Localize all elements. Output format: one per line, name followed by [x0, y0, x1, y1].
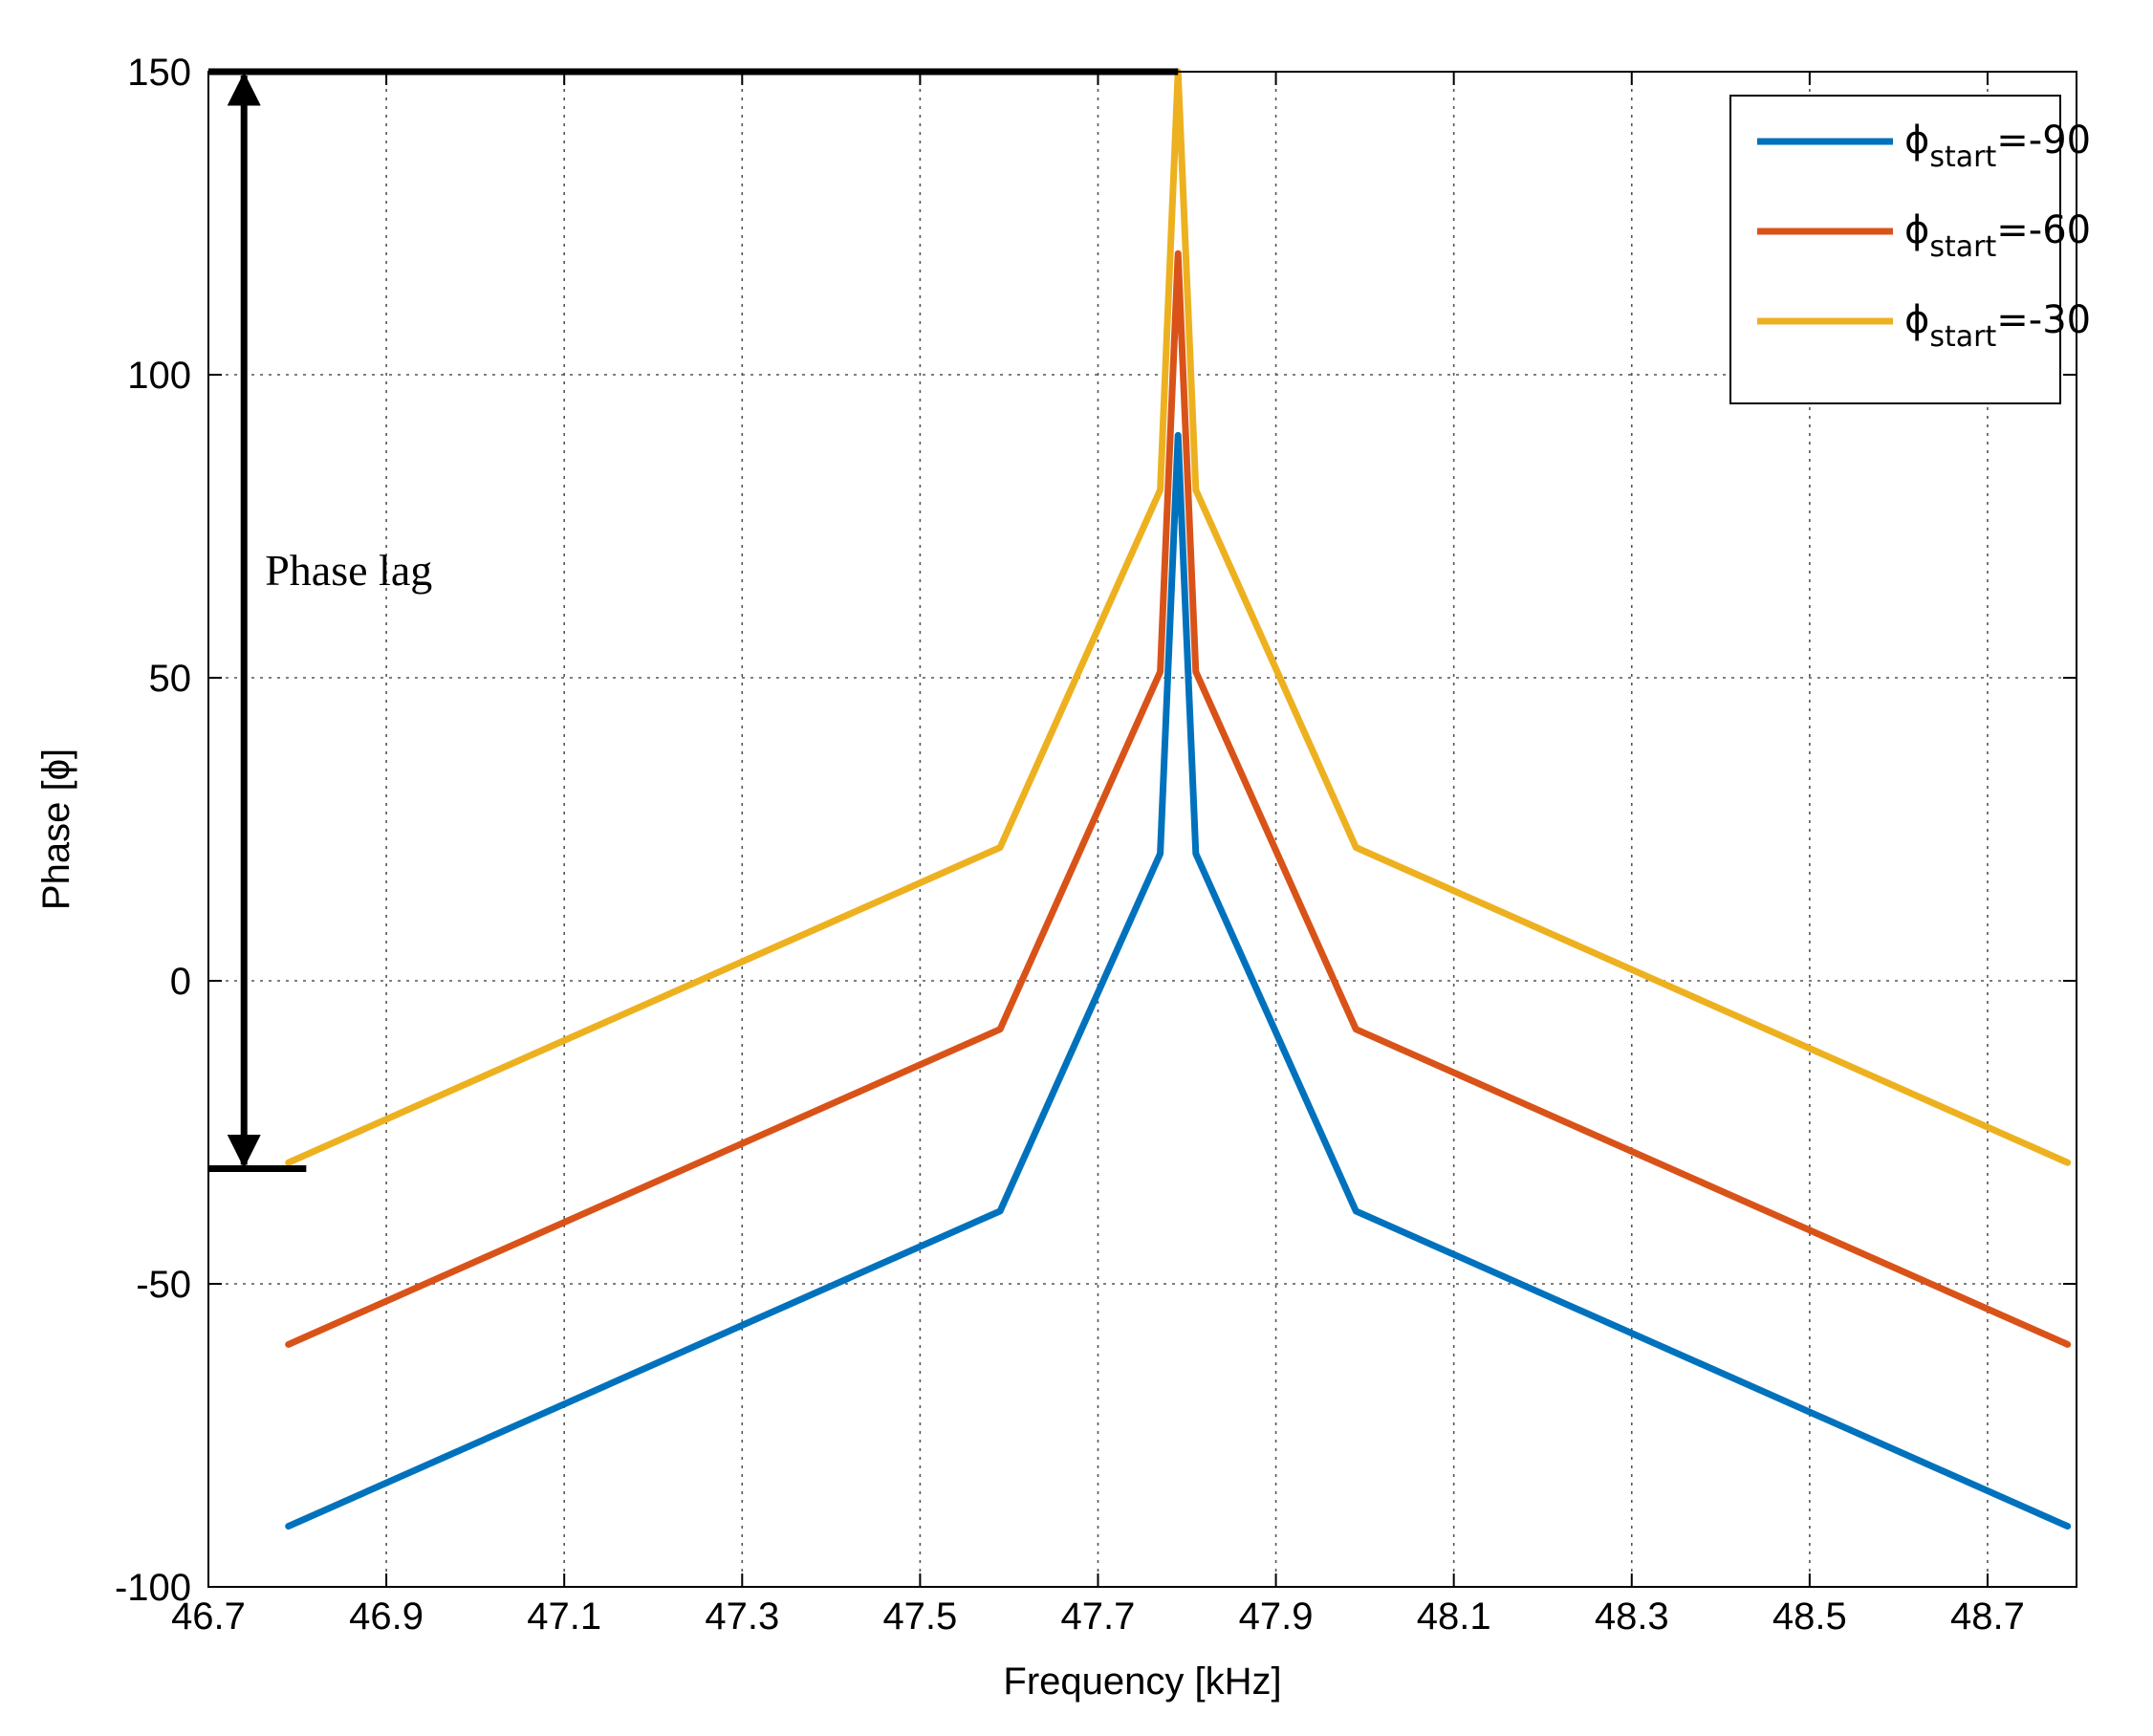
phase-lag-label: Phase lag [265, 546, 432, 595]
x-tick-label: 46.9 [349, 1595, 424, 1638]
x-tick-label: 48.7 [1950, 1595, 2025, 1638]
series-line-2 [285, 250, 2072, 1348]
axis-ticks: 46.7 46.9 47.1 47.3 47.5 47.7 47.9 48.1 48.3 48.5… [115, 52, 2077, 1638]
x-axis-title: Frequency [kHz] [1003, 1660, 1281, 1703]
legend: ϕstart=-90 ϕstart=-60 ϕstart=-30 [1729, 95, 2091, 404]
y-tick-label: 0 [170, 961, 191, 1003]
x-tick-label: 47.3 [705, 1595, 779, 1638]
legend-label-1: ϕstart=-90 [1904, 119, 2091, 174]
x-tick-label: 46.7 [171, 1595, 246, 1638]
legend-label-2: ϕstart=-60 [1904, 208, 2091, 264]
y-tick-label: 100 [127, 355, 191, 397]
legend-label-3: ϕstart=-30 [1904, 298, 2091, 354]
x-tick-label: 48.5 [1772, 1595, 1847, 1638]
legend-box [1729, 95, 2061, 404]
series-line-1 [285, 431, 2072, 1530]
y-tick-label: -100 [115, 1567, 191, 1609]
y-tick-label: -50 [136, 1264, 191, 1306]
y-axis-title: Phase [ϕ] [35, 749, 77, 910]
x-tick-label: 47.1 [527, 1595, 601, 1638]
x-tick-label: 47.9 [1239, 1595, 1314, 1638]
x-tick-label: 47.5 [882, 1595, 957, 1638]
x-tick-label: 48.3 [1595, 1595, 1669, 1638]
x-tick-label: 48.1 [1417, 1595, 1491, 1638]
phase-lag-annotation: Phase lag [208, 68, 1179, 1173]
grid [208, 72, 2077, 1587]
y-tick-label: 150 [127, 52, 191, 94]
x-tick-label: 47.7 [1061, 1595, 1136, 1638]
y-tick-label: 50 [149, 658, 192, 700]
